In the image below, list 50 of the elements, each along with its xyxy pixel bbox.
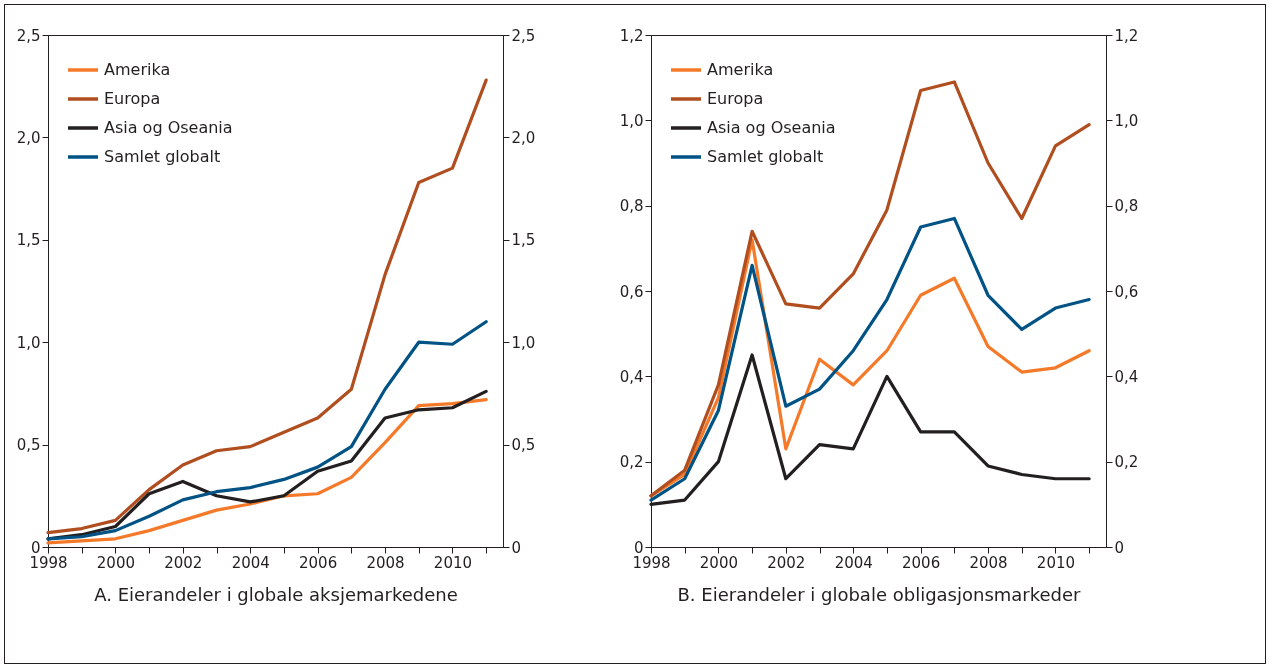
y2-tick-label: 2,0 — [511, 128, 536, 147]
y2-tick-label: 1,0 — [511, 333, 536, 352]
y2-tick-label: 0,8 — [1114, 197, 1139, 216]
y2-tick-label: 0 — [1114, 538, 1125, 557]
y-tick-label: 1,0 — [619, 111, 644, 130]
line-series — [649, 80, 1091, 498]
x-tick-label: 2006 — [299, 553, 338, 572]
x-axis-title: B. Eierandeler i globale obligasjonsmarkeder — [677, 583, 1082, 605]
legend-label: Samlet globalt — [104, 147, 221, 166]
x-tick-label: 2004 — [834, 553, 873, 572]
line-series — [46, 78, 488, 535]
x-tick-label: 2004 — [231, 553, 270, 572]
line-series — [46, 320, 488, 541]
x-tick-label: 2002 — [767, 553, 806, 572]
y-tick-label: 0,5 — [16, 436, 41, 455]
y2-tick-label: 0,6 — [1114, 282, 1139, 301]
y2-tick-label: 1,0 — [1114, 111, 1139, 130]
y-tick-label: 1,5 — [16, 231, 41, 250]
legend-label: Asia og Oseania — [707, 118, 836, 137]
legend-label: Asia og Oseania — [104, 118, 233, 137]
y2-tick-label: 2,5 — [511, 26, 536, 45]
y-tick-label: 1,0 — [16, 333, 41, 352]
x-tick-label: 2008 — [969, 553, 1008, 572]
x-tick-label: 2000 — [96, 553, 135, 572]
x-tick-label: 2008 — [366, 553, 405, 572]
y-tick-label: 2,5 — [16, 26, 41, 45]
x-tick-label: 2000 — [699, 553, 738, 572]
y-tick-label: 1,2 — [619, 26, 644, 45]
x-tick-label: 2010 — [433, 553, 473, 572]
y-tick-label: 0,8 — [619, 197, 644, 216]
legend-label: Europa — [104, 89, 161, 108]
y2-tick-label: 0,2 — [1114, 453, 1139, 472]
x-tick-label: 2010 — [1036, 553, 1076, 572]
line-series — [649, 353, 1091, 506]
legend-label: Amerika — [104, 60, 171, 79]
y2-tick-label: 0,4 — [1114, 367, 1139, 386]
y2-tick-label: 0,5 — [511, 436, 536, 455]
x-tick-label: 2006 — [902, 553, 941, 572]
y2-tick-label: 1,5 — [511, 231, 536, 250]
y-tick-label: 0,6 — [619, 282, 644, 301]
x-tick-label: 2002 — [164, 553, 203, 572]
legend-label: Europa — [707, 89, 764, 108]
y2-tick-label: 1,2 — [1114, 26, 1139, 45]
y-tick-label: 0,4 — [619, 367, 644, 386]
x-axis-title: A. Eierandeler i globale aksjemarkedene — [94, 583, 458, 605]
y-tick-label: 0,2 — [619, 453, 644, 472]
legend-label: Samlet globalt — [707, 147, 824, 166]
legend-label: Amerika — [707, 60, 774, 79]
y-tick-label: 2,0 — [16, 128, 41, 147]
y2-tick-label: 0 — [511, 538, 522, 557]
